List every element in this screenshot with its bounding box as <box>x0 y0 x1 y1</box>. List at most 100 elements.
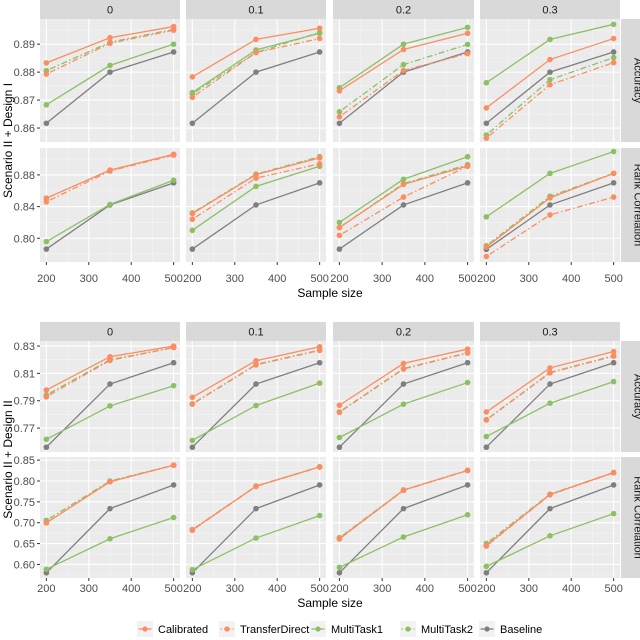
data-point-calibrated <box>107 353 113 360</box>
facet-strip-label: 0.2 <box>396 5 411 17</box>
data-point-baseline <box>107 69 113 75</box>
data-point-multitask1 <box>483 563 490 570</box>
y-tick-label: 0.79 <box>14 396 35 408</box>
data-point-multitask2 <box>316 29 323 36</box>
data-point-baseline <box>610 482 617 488</box>
data-point-calibrated <box>610 348 617 355</box>
data-point-multitask1 <box>610 21 617 28</box>
x-tick-label: 300 <box>520 583 538 595</box>
x-tick-label: 300 <box>373 583 391 595</box>
x-tick-label: 400 <box>268 273 286 285</box>
x-tick-label: 500 <box>310 273 328 285</box>
data-point-calibrated <box>547 195 553 201</box>
data-point-calibrated <box>107 167 113 173</box>
y-axis-title: Scenario II + Design II <box>1 400 15 518</box>
data-point-transferdirect <box>547 212 553 218</box>
data-point-transferdirect <box>253 49 259 56</box>
data-point-transferdirect <box>253 362 259 368</box>
legend-key-point <box>484 626 490 632</box>
data-point-baseline <box>316 482 323 488</box>
data-point-baseline <box>547 69 553 75</box>
y-tick-label: 0.77 <box>14 423 35 435</box>
data-point-baseline <box>316 359 323 366</box>
data-point-calibrated <box>316 343 323 350</box>
x-tick-label: 400 <box>268 583 286 595</box>
x-tick-label: 500 <box>604 273 622 285</box>
y-tick-label: 0.80 <box>14 476 35 488</box>
data-point-calibrated <box>464 163 471 169</box>
x-tick-label: 200 <box>37 273 55 285</box>
panel-rank-correlation-0 <box>40 148 180 262</box>
data-point-multitask1 <box>107 535 113 542</box>
data-point-transferdirect <box>336 409 343 416</box>
x-tick-label: 300 <box>226 273 244 285</box>
y-tick-label: 0.88 <box>14 67 35 79</box>
facet-strip-label: 0.1 <box>248 5 263 17</box>
legend-item: MultiTask2 <box>400 621 473 637</box>
data-point-transferdirect <box>400 366 407 372</box>
data-point-transferdirect <box>316 161 323 167</box>
data-point-calibrated <box>253 357 259 364</box>
data-point-baseline <box>336 246 343 252</box>
data-point-calibrated <box>43 520 50 526</box>
x-tick-label: 500 <box>458 583 476 595</box>
data-point-multitask1 <box>107 201 113 208</box>
data-point-baseline <box>483 120 490 127</box>
panel-rank-correlation-0 <box>40 457 180 578</box>
legend-item: Calibrated <box>137 621 208 637</box>
data-point-baseline <box>400 381 407 387</box>
x-tick-label: 400 <box>416 583 434 595</box>
panel-accuracy-0 <box>40 341 180 452</box>
data-point-calibrated <box>316 155 323 161</box>
data-point-multitask1 <box>464 153 471 160</box>
data-point-transferdirect <box>316 35 323 42</box>
facet-strip-label: 0.3 <box>542 5 557 17</box>
data-point-multitask1 <box>610 510 617 517</box>
data-point-calibrated <box>610 469 617 476</box>
data-point-multitask1 <box>253 402 259 409</box>
facet-strip-column <box>333 322 474 341</box>
y-axis-title: Scenario II + Design I <box>1 83 15 198</box>
data-point-multitask1 <box>547 170 553 177</box>
data-point-calibrated <box>43 60 50 66</box>
x-tick-label: 200 <box>477 583 495 595</box>
data-point-multitask1 <box>170 41 177 47</box>
data-point-multitask1 <box>43 436 50 443</box>
data-point-transferdirect <box>189 94 196 101</box>
data-point-calibrated <box>316 464 323 470</box>
data-point-calibrated <box>336 224 343 231</box>
x-tick-label: 200 <box>183 273 201 285</box>
y-tick-label: 0.60 <box>14 559 35 571</box>
data-point-calibrated <box>610 35 617 42</box>
data-point-transferdirect <box>189 216 196 223</box>
data-point-baseline <box>170 49 177 55</box>
x-tick-label: 500 <box>310 583 328 595</box>
data-point-calibrated <box>253 171 259 178</box>
x-tick-label: 200 <box>330 273 348 285</box>
facet-strip-column <box>40 322 180 341</box>
legend-item: Baseline <box>479 621 542 637</box>
facet-strip-row <box>621 341 640 452</box>
data-point-baseline <box>400 505 407 512</box>
data-point-calibrated <box>253 36 259 43</box>
data-point-multitask1 <box>400 534 407 540</box>
data-point-calibrated <box>400 46 407 53</box>
data-point-calibrated <box>189 74 196 80</box>
data-point-multitask1 <box>400 176 407 183</box>
legend-key-point <box>405 626 411 632</box>
data-point-multitask2 <box>400 61 407 68</box>
data-point-transferdirect <box>610 194 617 200</box>
data-point-baseline <box>43 120 50 127</box>
x-tick-label: 300 <box>373 273 391 285</box>
data-point-multitask1 <box>483 214 490 220</box>
legend-label: Baseline <box>500 624 542 636</box>
panel-accuracy-0.3 <box>480 341 620 452</box>
panel-rank-correlation-0.3 <box>480 148 620 262</box>
series-line-transferdirect <box>339 165 468 236</box>
data-point-baseline <box>189 120 196 127</box>
facet-strip-row-label: Accuracy <box>632 374 640 420</box>
data-point-calibrated <box>170 23 177 30</box>
data-point-multitask1 <box>170 382 177 389</box>
x-tick-label: 200 <box>477 273 495 285</box>
panel-rank-correlation-0.3 <box>480 457 620 578</box>
